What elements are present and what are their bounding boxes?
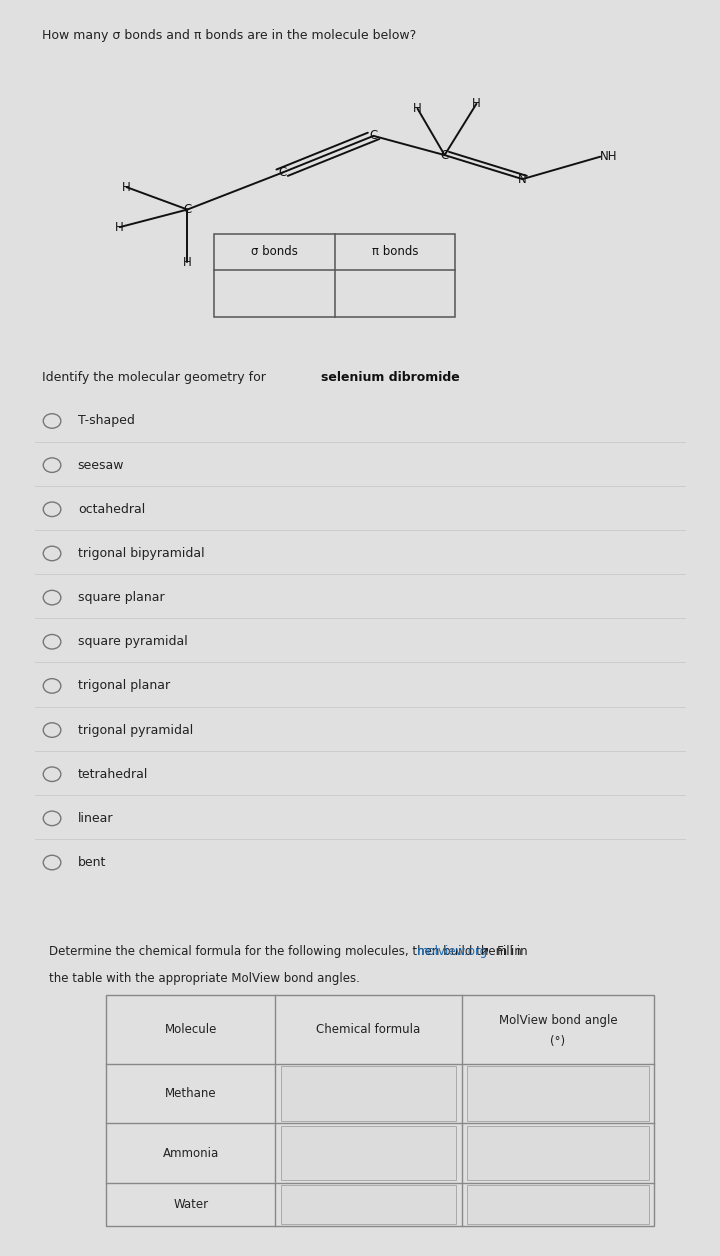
Text: C: C (184, 203, 192, 216)
Text: Identify the molecular geometry for: Identify the molecular geometry for (42, 372, 270, 384)
Polygon shape (467, 1066, 649, 1120)
Text: H: H (472, 97, 481, 111)
Text: σ bonds: σ bonds (251, 245, 298, 259)
Text: π bonds: π bonds (372, 245, 418, 259)
Text: Determine the chemical formula for the following molecules, then build them in: Determine the chemical formula for the f… (49, 945, 525, 958)
Polygon shape (281, 1066, 456, 1120)
Text: C: C (441, 148, 449, 162)
Text: linear: linear (78, 811, 113, 825)
Polygon shape (467, 1125, 649, 1181)
Text: C: C (278, 166, 287, 180)
Text: Ammonia: Ammonia (163, 1147, 219, 1159)
Text: Water: Water (174, 1198, 208, 1211)
Text: N: N (518, 172, 527, 186)
Polygon shape (281, 1186, 456, 1223)
Text: How many σ bonds and π bonds are in the molecule below?: How many σ bonds and π bonds are in the … (42, 29, 416, 41)
Text: Chemical formula: Chemical formula (316, 1024, 420, 1036)
Text: bent: bent (78, 857, 106, 869)
Text: trigonal bipyramidal: trigonal bipyramidal (78, 546, 204, 560)
Text: H: H (413, 102, 422, 116)
Text: trigonal pyramidal: trigonal pyramidal (78, 723, 193, 736)
Text: selenium dibromide: selenium dibromide (321, 372, 460, 384)
Text: ↗. Fill in: ↗. Fill in (477, 945, 528, 958)
Text: MolView bond angle: MolView bond angle (499, 1015, 617, 1027)
Text: trigonal planar: trigonal planar (78, 679, 170, 692)
Text: tetrahedral: tetrahedral (78, 767, 148, 781)
Text: the table with the appropriate MolView bond angles.: the table with the appropriate MolView b… (49, 972, 359, 985)
Text: octahedral: octahedral (78, 502, 145, 516)
Polygon shape (467, 1186, 649, 1223)
Text: H: H (115, 221, 124, 234)
Text: NH: NH (600, 151, 618, 163)
Text: Molecule: Molecule (165, 1024, 217, 1036)
Text: .: . (451, 372, 455, 384)
Text: square pyramidal: square pyramidal (78, 636, 187, 648)
Text: square planar: square planar (78, 592, 164, 604)
Text: (°): (°) (550, 1035, 565, 1048)
Text: seesaw: seesaw (78, 458, 125, 472)
Text: H: H (122, 181, 131, 193)
Text: H: H (183, 256, 192, 269)
Text: T-shaped: T-shaped (78, 414, 135, 427)
Polygon shape (281, 1125, 456, 1181)
Text: molview.org: molview.org (417, 945, 488, 958)
Text: C: C (369, 129, 378, 142)
Text: Methane: Methane (165, 1086, 217, 1100)
